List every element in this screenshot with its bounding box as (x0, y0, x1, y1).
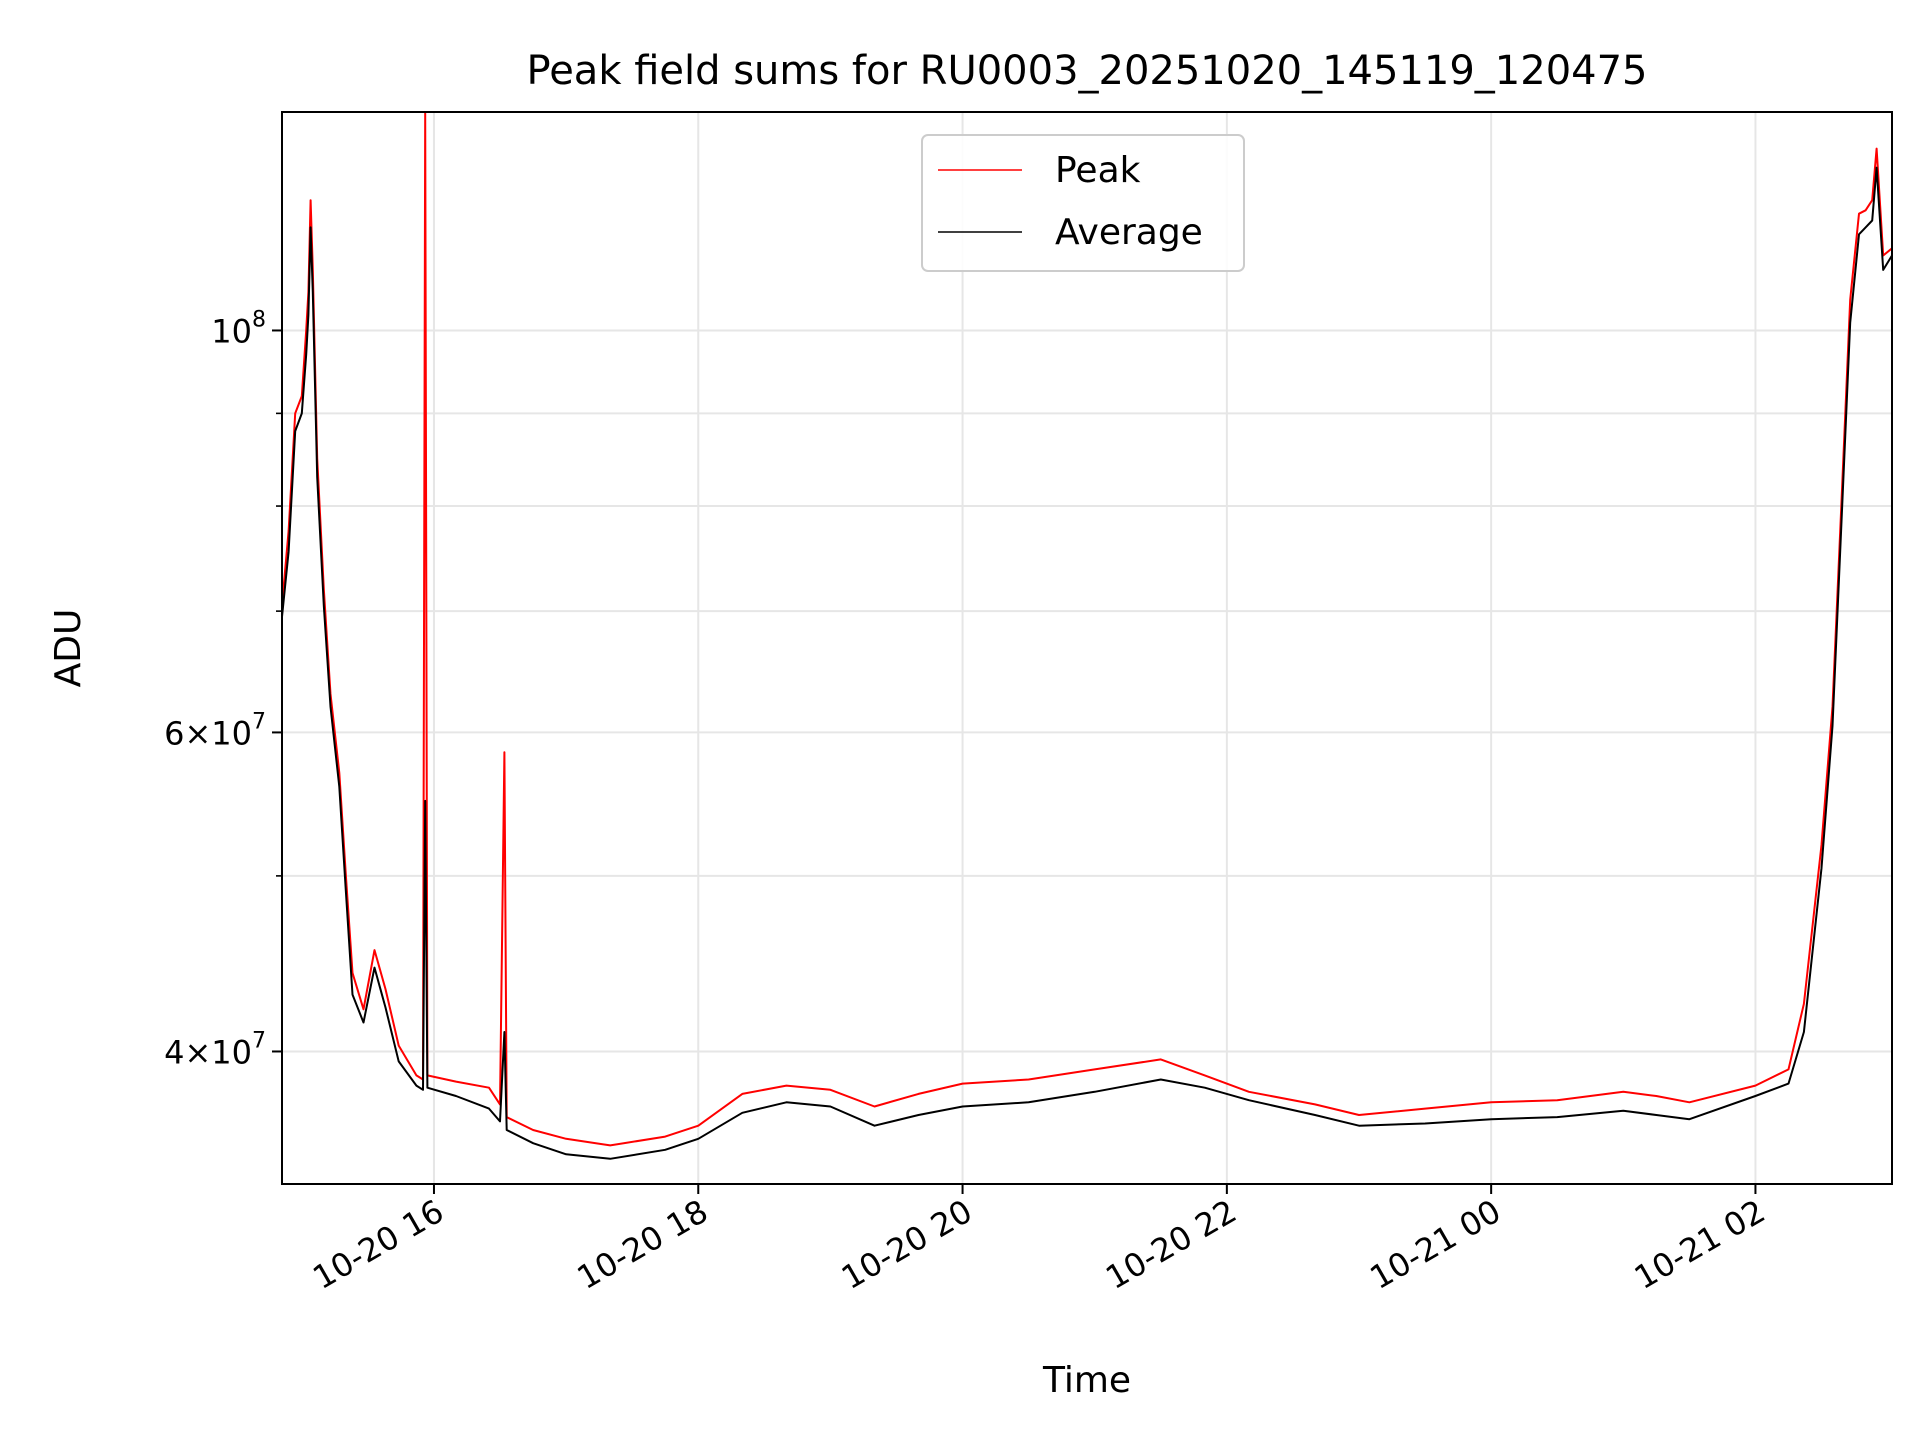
legend: Peak Average (921, 134, 1245, 272)
grid-layer (282, 112, 1892, 1184)
y-axis-label: ADU (48, 609, 89, 688)
legend-label-peak: Peak (1055, 150, 1141, 191)
y-tick-label: 108 (211, 307, 266, 350)
legend-frame (921, 134, 1245, 272)
legend-label-average: Average (1055, 212, 1203, 253)
series-line-peak (281, 111, 1893, 1147)
x-axis-label: Time (1042, 1360, 1131, 1401)
chart-title: Peak field sums for RU0003_20251020_1451… (527, 48, 1648, 94)
plot-frame (281, 111, 1893, 1185)
series-line-average (281, 166, 1893, 1160)
y-tick-label: 4×107 (164, 1028, 266, 1071)
y-tick-label: 6×107 (164, 709, 266, 752)
series-layer (281, 111, 1893, 1160)
